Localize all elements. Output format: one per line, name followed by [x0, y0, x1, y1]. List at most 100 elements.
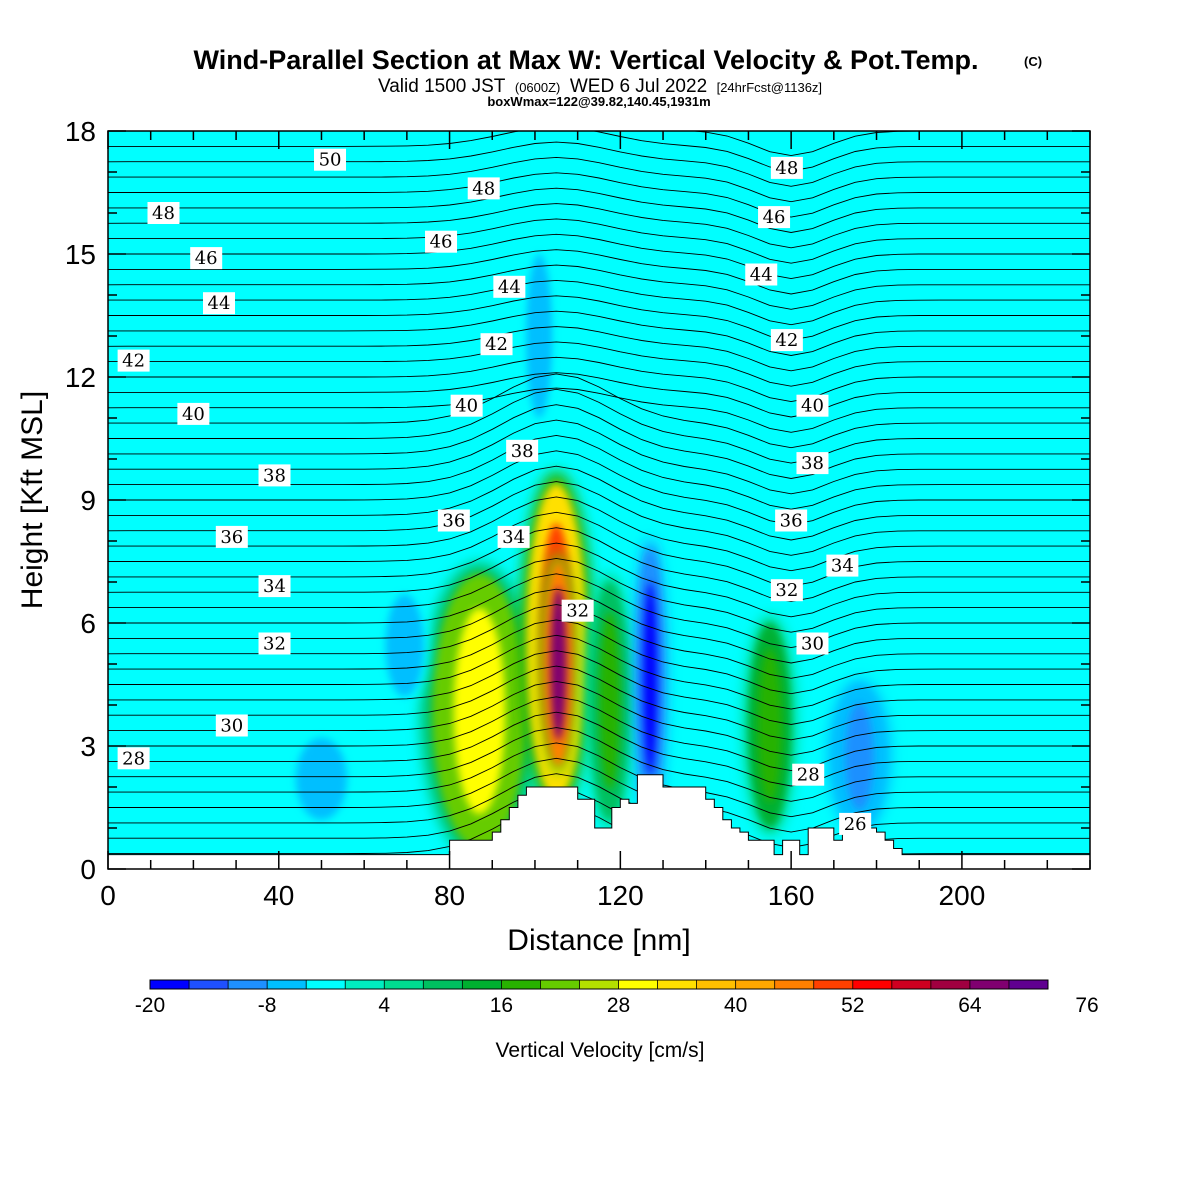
- colorbar-swatch: [696, 980, 737, 989]
- theta-label-box: [561, 599, 594, 622]
- theta-label-box: [770, 329, 803, 352]
- colorbar-label: Vertical Velocity [cm/s]: [496, 1039, 705, 1062]
- velocity-cell-core: [453, 608, 506, 815]
- theta-label: 46: [425, 230, 458, 253]
- theta-label: 48: [147, 202, 180, 224]
- colorbar-tick-labels: -20 -8 4 16 28 40 52 64 76: [135, 994, 1099, 1017]
- x-tick-label: 160: [768, 880, 815, 911]
- theta-label-box: [775, 509, 808, 532]
- velocity-cell: [289, 734, 354, 824]
- colorbar-swatch: [1008, 980, 1049, 989]
- velocity-cell: [523, 247, 556, 425]
- theta-label-text: 44: [208, 293, 231, 314]
- theta-label-text: 34: [831, 556, 854, 577]
- theta-label-box: [117, 747, 150, 770]
- colorbar-swatch: [345, 980, 385, 989]
- theta-contour-line: [108, 465, 1090, 541]
- theta-contour-line: [108, 404, 1090, 479]
- theta-label-text: 40: [455, 396, 478, 417]
- velocity-cell-core: [394, 607, 416, 684]
- colorbar-swatch: [969, 980, 1010, 989]
- theta-label-box: [190, 247, 223, 270]
- subtitle-forecast: [24hrFcst@1136z]: [717, 80, 822, 95]
- theta-label: 34: [826, 554, 859, 577]
- theta-label-text: 32: [775, 580, 798, 601]
- theta-label-box: [745, 263, 778, 286]
- theta-label-box: [450, 394, 483, 417]
- theta-label-text: 38: [263, 465, 286, 486]
- theta-label: 34: [258, 575, 291, 598]
- theta-label: 44: [745, 263, 778, 286]
- x-tick-label: 80: [434, 880, 465, 911]
- theta-label-text: 36: [220, 527, 243, 548]
- theta-label-text: 28: [122, 748, 145, 769]
- theta-label-text: 50: [319, 150, 342, 171]
- theta-label: 42: [480, 333, 513, 356]
- theta-contour-line: [108, 310, 1090, 356]
- theta-contour-line: [108, 372, 1090, 418]
- theta-label: 46: [758, 206, 791, 229]
- theta-label-box: [258, 464, 291, 487]
- chart-subtitle: Valid 1500 JST (0600Z) WED 6 Jul 2022 [2…: [378, 76, 822, 97]
- theta-label-text: 36: [780, 511, 803, 532]
- theta-label-text: 48: [472, 178, 495, 199]
- theta-contour-line: [108, 203, 1090, 249]
- theta-label-text: 30: [801, 634, 824, 655]
- theta-contour-line: [108, 279, 1090, 326]
- theta-contour-line: [108, 264, 1090, 310]
- velocity-cell-core: [550, 587, 567, 741]
- colorbar-swatch: [150, 980, 190, 989]
- velocity-cell-core: [532, 274, 547, 398]
- colorbar-swatch: [774, 980, 815, 989]
- theta-contour-line: [108, 172, 1090, 218]
- theta-label-box: [826, 554, 859, 577]
- colorbar-swatch: [618, 980, 659, 989]
- colorbar-swatch: [813, 980, 854, 989]
- colorbar-swatch: [228, 980, 268, 989]
- theta-contour-line: [108, 788, 1090, 864]
- y-tick-label: 18: [65, 116, 96, 147]
- theta-label-text: 40: [801, 396, 824, 417]
- theta-label-text: 28: [797, 765, 820, 786]
- theta-contour-line: [108, 757, 1090, 833]
- theta-contour-line: [108, 742, 1090, 818]
- theta-label: 38: [506, 439, 539, 462]
- chart-title-mark: (C): [1024, 54, 1042, 69]
- velocity-cell: [585, 572, 634, 830]
- theta-contour-line: [108, 711, 1090, 787]
- theta-label: 32: [561, 599, 594, 622]
- theta-label: 48: [770, 156, 803, 179]
- theta-label-box: [770, 579, 803, 602]
- theta-label-text: 42: [122, 351, 145, 372]
- theta-label-box: [796, 394, 829, 417]
- theta-contour-line: [108, 233, 1090, 280]
- theta-label: 38: [258, 464, 291, 487]
- chart-info-line: boxWmax=122@39.82,140.45,1931m: [487, 94, 710, 109]
- theta-contour-line: [108, 619, 1090, 695]
- theta-label-text: 44: [498, 277, 521, 298]
- theta-label-text: 48: [775, 158, 798, 179]
- theta-contour-line: [108, 341, 1090, 387]
- theta-label: 30: [796, 632, 829, 655]
- theta-label-box: [497, 525, 530, 548]
- colorbar-swatch: [267, 980, 307, 989]
- colorbar-tick-label: 16: [490, 994, 513, 1017]
- theta-contour-line: [108, 387, 1090, 433]
- colorbar-swatch: [540, 980, 580, 989]
- theta-label-box: [177, 402, 210, 425]
- theta-contour-line: [108, 388, 1090, 464]
- theta-label-box: [215, 525, 248, 548]
- theta-contour-line: [108, 573, 1090, 649]
- theta-label-box: [203, 292, 236, 315]
- colorbar-swatch: [657, 980, 698, 989]
- theta-label-box: [215, 714, 248, 737]
- theta-label: 30: [215, 714, 248, 737]
- theta-label: 26: [839, 812, 872, 835]
- colorbar-tick-label: -20: [135, 994, 165, 1017]
- theta-label: 40: [177, 402, 210, 425]
- theta-contour-line: [108, 356, 1090, 403]
- y-tick-label: 6: [80, 608, 96, 639]
- theta-label-text: 46: [195, 248, 218, 269]
- velocity-cell: [827, 678, 892, 834]
- y-tick-label: 9: [80, 485, 96, 516]
